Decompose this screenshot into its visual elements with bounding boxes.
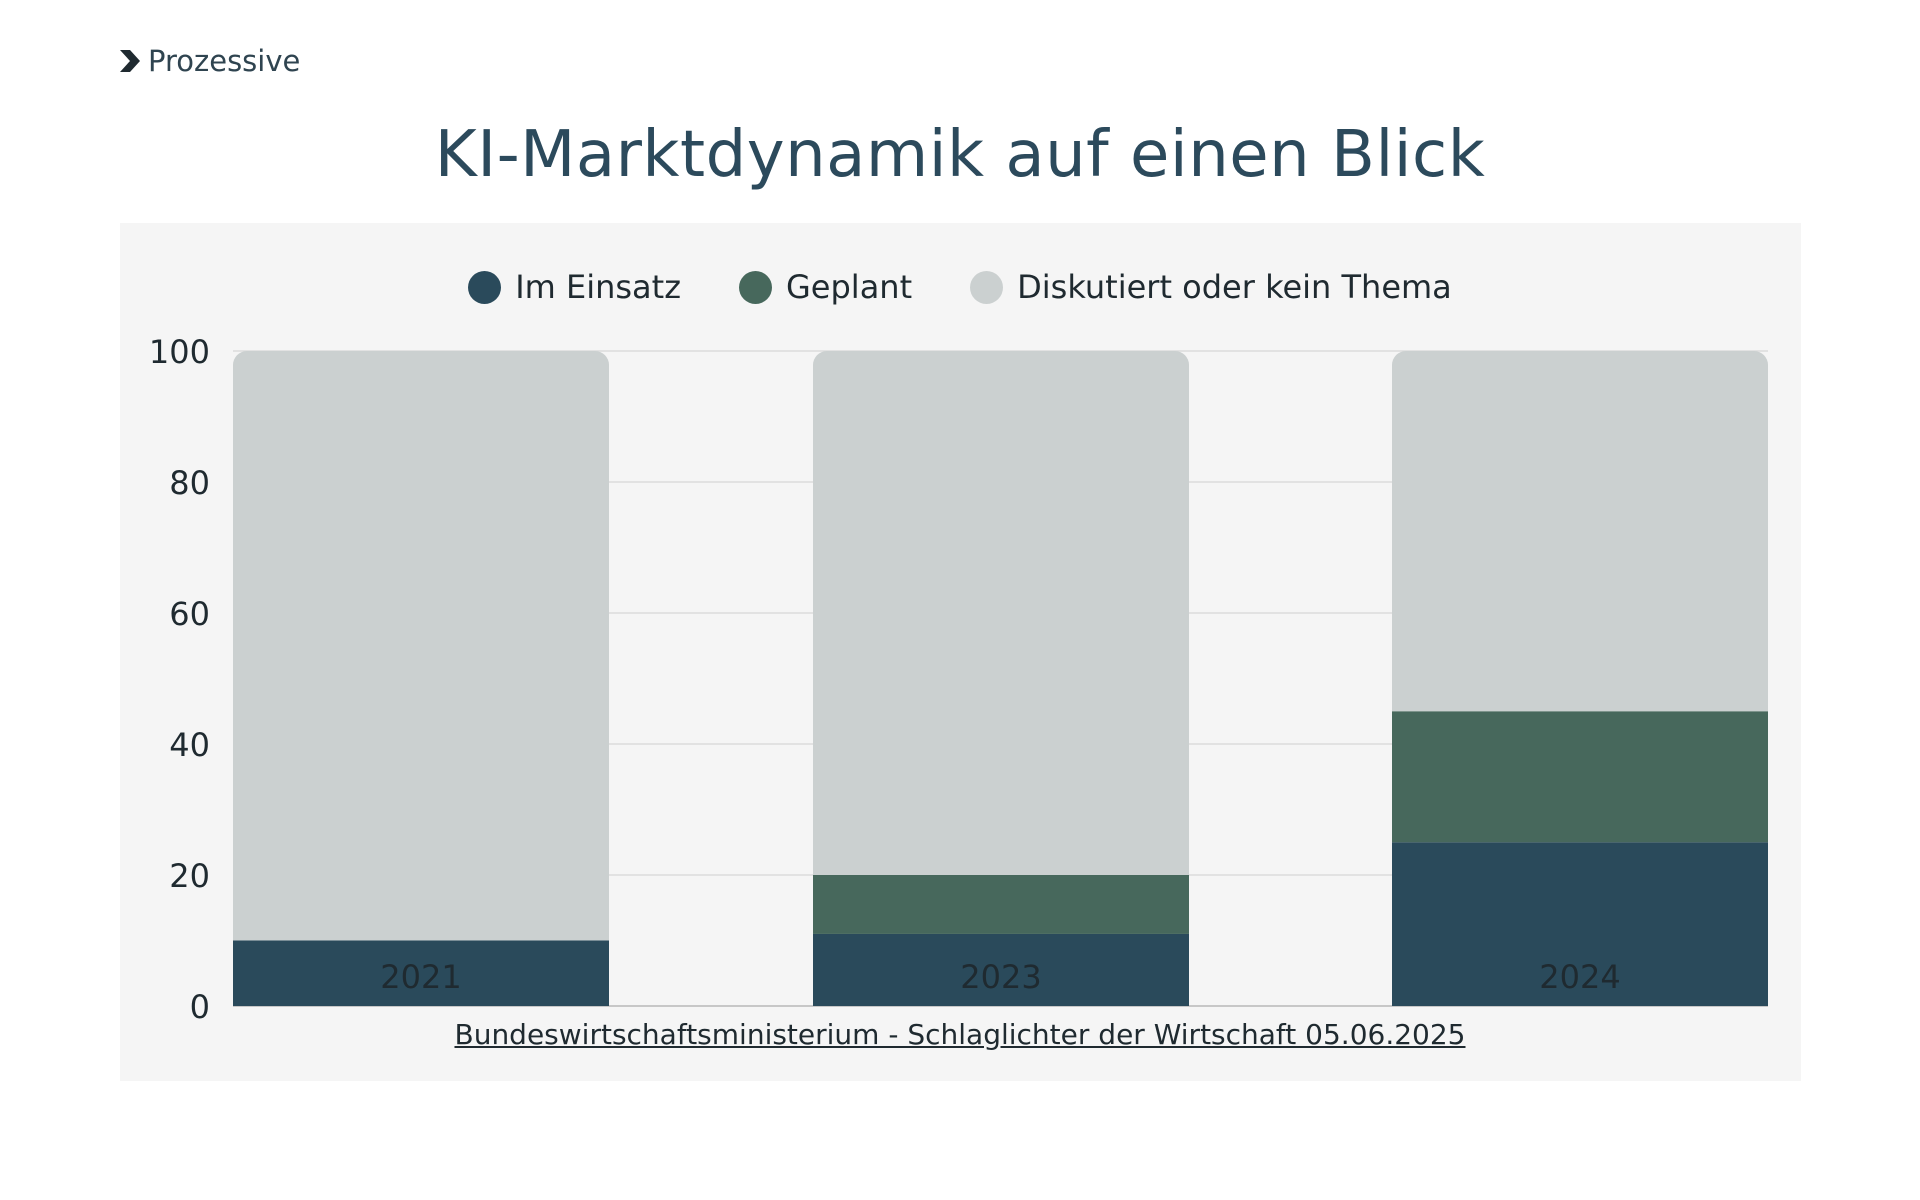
y-tick-label: 100 [149, 333, 210, 371]
legend-item-geplant: Geplant [739, 268, 912, 306]
legend-label: Im Einsatz [515, 268, 681, 306]
y-tick-label: 40 [169, 726, 210, 764]
legend-swatch [739, 270, 772, 304]
bar-segment-diskutiert-oder-kein-thema-2024 [1392, 351, 1768, 712]
y-tick-label: 0 [190, 988, 210, 1026]
chart-legend: Im Einsatz Geplant Diskutiert oder kein … [0, 268, 1920, 306]
legend-label: Geplant [786, 268, 913, 306]
bar-segment-diskutiert-oder-kein-thema-2023 [813, 351, 1189, 875]
bar-segment-diskutiert-oder-kein-thema-2021 [233, 351, 609, 941]
brand-logo: Prozessive [118, 44, 300, 78]
legend-swatch [468, 270, 502, 304]
bar-segment-im-einsatz-2021 [233, 940, 609, 1006]
bar-segment-geplant-2024 [1392, 711, 1768, 843]
chevron-logo-icon [120, 50, 140, 72]
legend-item-diskutiert: Diskutiert oder kein Thema [970, 268, 1452, 306]
brand-name: Prozessive [148, 44, 301, 78]
bar-segment-im-einsatz-2024 [1392, 842, 1768, 1006]
legend-label: Diskutiert oder kein Thema [1017, 268, 1452, 306]
bar-segment-im-einsatz-2023 [813, 933, 1189, 1006]
source-link[interactable]: Bundeswirtschaftsministerium - Schlaglic… [454, 1018, 1466, 1051]
x-tick-label: 2024 [1539, 958, 1620, 996]
x-tick-label: 2023 [960, 958, 1041, 996]
legend-swatch [970, 270, 1004, 304]
bar-segment-geplant-2023 [813, 875, 1189, 934]
y-tick-label: 60 [169, 595, 210, 633]
y-tick-label: 20 [169, 857, 210, 895]
legend-item-im-einsatz: Im Einsatz [468, 268, 681, 306]
x-tick-label: 2021 [380, 958, 461, 996]
page-title: KI-Marktdynamik auf einen Blick [434, 118, 1486, 192]
y-tick-label: 80 [169, 464, 210, 502]
